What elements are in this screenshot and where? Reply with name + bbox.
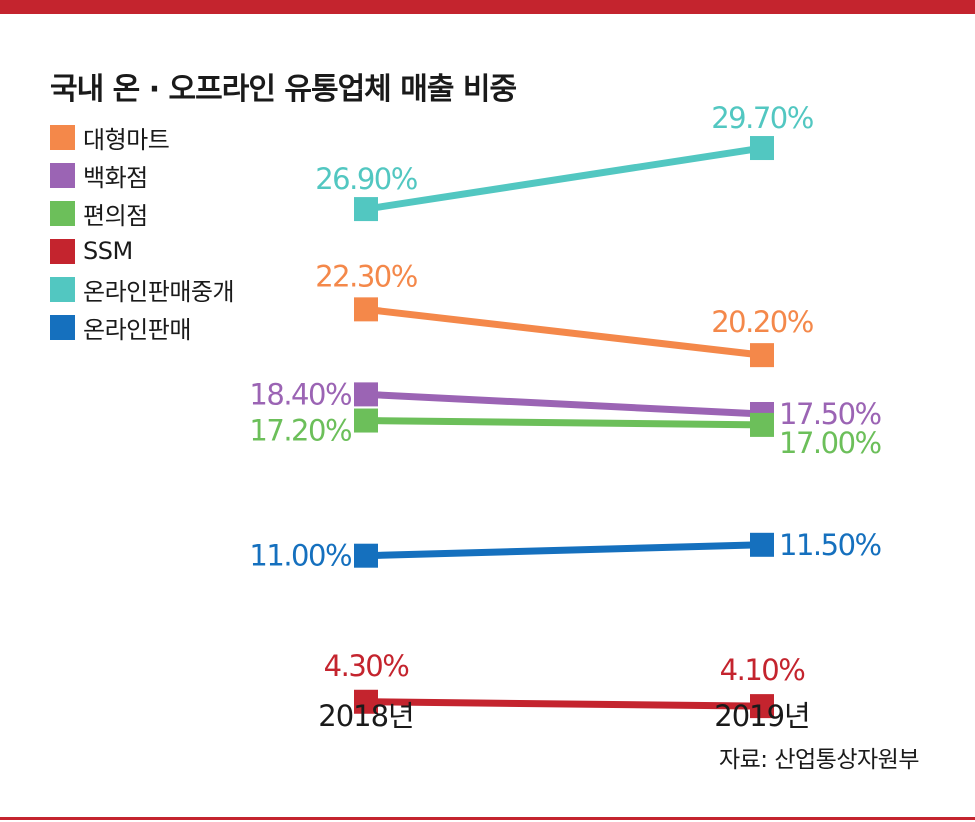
legend-label: 온라인판매 — [83, 315, 191, 344]
data-point-marker — [354, 408, 378, 433]
data-label: 17.00% — [779, 426, 881, 460]
data-point-marker — [750, 532, 774, 557]
data-label: 29.70% — [711, 101, 813, 135]
series-line — [365, 390, 763, 418]
data-point-marker — [354, 382, 378, 407]
data-point-marker — [750, 343, 774, 368]
legend-item-online-retail: 온라인판매 — [50, 308, 234, 346]
legend-item-online-marketplace: 온라인판매중개 — [50, 270, 235, 308]
legend-swatch — [50, 124, 75, 150]
data-label: 4.10% — [720, 653, 805, 687]
data-point-marker — [750, 694, 774, 719]
series-line — [365, 541, 763, 560]
data-point-marker — [750, 136, 774, 161]
legend-label: 백화점 — [83, 163, 148, 192]
chart-title: 국내 온 · 오프라인 유통업체 매출 비중 — [50, 72, 517, 107]
legend-label: 편의점 — [83, 201, 148, 230]
legend-label: 온라인판매중개 — [83, 277, 235, 306]
data-point-marker — [354, 197, 378, 222]
series-4: 26.90% 29.70% — [315, 101, 814, 222]
legend-item-department-store: 백화점 — [50, 156, 234, 194]
data-label: 17.20% — [249, 414, 351, 448]
data-point-marker — [354, 689, 378, 714]
data-label: 18.40% — [249, 377, 351, 411]
legend-swatch — [50, 276, 75, 302]
bottom-rule — [0, 817, 975, 820]
series-line — [365, 305, 763, 359]
legend-swatch — [50, 314, 75, 340]
series-5: 11.00% 11.50% — [249, 528, 882, 573]
x-tick-label: 2018년 — [318, 699, 413, 733]
series-line — [365, 144, 763, 213]
series-line — [365, 417, 763, 429]
data-label: 22.30% — [315, 259, 417, 293]
x-tick-label: 2019년 — [714, 699, 809, 733]
data-label: 11.00% — [249, 539, 351, 573]
legend: 대형마트 백화점 편의점 SSM 온라인판매중개 온라인판매 — [50, 118, 235, 346]
legend-item-convenience-store: 편의점 — [50, 194, 234, 232]
data-label: 11.50% — [779, 528, 881, 562]
data-label: 20.20% — [711, 305, 813, 339]
data-point-marker — [750, 412, 774, 437]
legend-swatch — [50, 162, 75, 188]
series-0: 22.30% 20.20% — [315, 259, 814, 368]
source-note: 자료: 산업통상자원부 — [718, 747, 920, 773]
legend-label: SSM — [83, 237, 133, 265]
legend-swatch — [50, 238, 75, 264]
data-label: 4.30% — [324, 649, 409, 683]
top-accent-bar — [0, 0, 975, 14]
data-point-marker — [354, 297, 378, 322]
data-point-marker — [354, 543, 378, 568]
data-label: 17.50% — [779, 397, 881, 431]
series-3: 4.30% 4.10% — [324, 649, 806, 719]
legend-swatch — [50, 200, 75, 226]
legend-item-ssm: SSM — [50, 232, 234, 270]
legend-label: 대형마트 — [83, 125, 170, 154]
series-line — [365, 698, 763, 710]
data-label: 26.90% — [315, 162, 417, 196]
series-2: 17.20% 17.00% — [249, 408, 882, 460]
legend-item-hypermarket: 대형마트 — [50, 118, 234, 156]
